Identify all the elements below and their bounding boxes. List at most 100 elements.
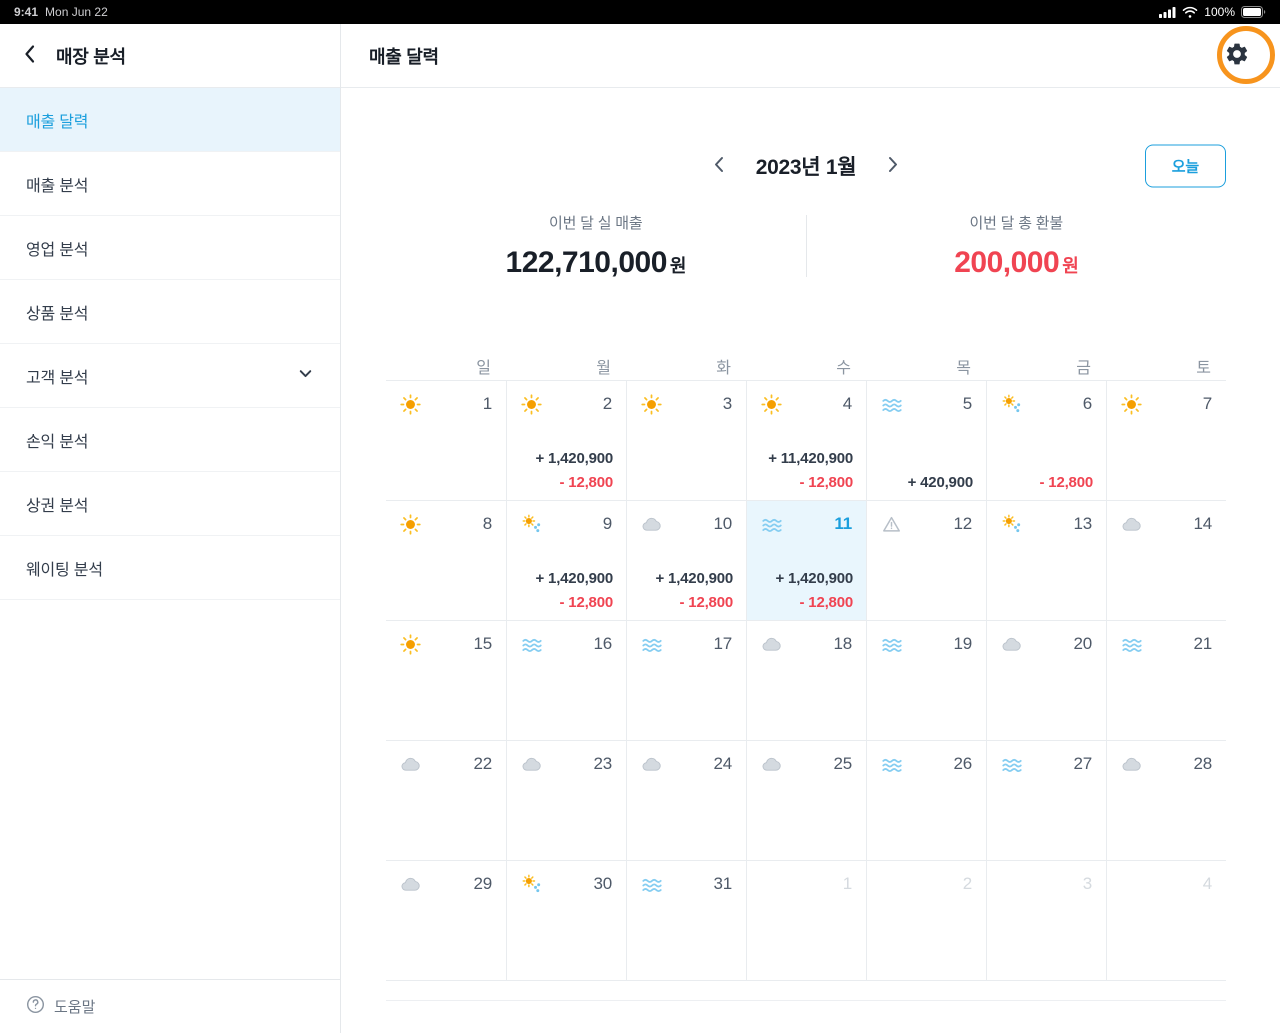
day-number: 21 bbox=[1193, 634, 1212, 653]
day-number: 16 bbox=[593, 634, 612, 653]
sidebar-item-label: 웨이팅 분석 bbox=[26, 561, 103, 579]
calendar-cell[interactable]: 10 + 1,420,900 - 12,800 bbox=[626, 501, 746, 621]
sidebar-item-label: 손익 분석 bbox=[26, 433, 89, 451]
month-toolbar: 2023년 1월 오늘 bbox=[386, 144, 1226, 188]
calendar-cell[interactable]: 3 bbox=[626, 381, 746, 501]
waves-icon bbox=[881, 394, 903, 416]
prev-month-button[interactable] bbox=[708, 150, 730, 182]
calendar-cell[interactable]: 12 bbox=[866, 501, 986, 621]
calendar-cell[interactable]: 23 bbox=[506, 741, 626, 861]
calendar-cell[interactable]: 14 bbox=[1106, 501, 1226, 621]
waves-icon bbox=[521, 634, 543, 656]
back-button[interactable] bbox=[22, 42, 38, 69]
calendar-cell[interactable]: 20 bbox=[986, 621, 1106, 741]
monthly-sales-stat: 이번 달 실 매출 122,710,000 원 bbox=[386, 212, 806, 280]
calendar-cell[interactable]: 1 bbox=[746, 861, 866, 981]
calendar-cell[interactable]: 1 bbox=[386, 381, 506, 501]
waves-icon bbox=[641, 634, 663, 656]
calendar-cell[interactable]: 30 bbox=[506, 861, 626, 981]
back-chevron-icon bbox=[24, 44, 36, 67]
cell-values: + 1,420,900 - 12,800 bbox=[536, 447, 614, 495]
calendar-cell[interactable]: 9 + 1,420,900 - 12,800 bbox=[506, 501, 626, 621]
sidebar-item-1[interactable]: 매출 분석 bbox=[0, 152, 340, 216]
sidebar-item-label: 영업 분석 bbox=[26, 241, 89, 259]
day-number: 13 bbox=[1073, 514, 1092, 533]
calendar-cell[interactable]: 19 bbox=[866, 621, 986, 741]
sidebar-item-5[interactable]: 손익 분석 bbox=[0, 408, 340, 472]
day-number: 31 bbox=[713, 874, 732, 893]
day-number: 1 bbox=[482, 394, 492, 413]
calendar-cell[interactable]: 3 bbox=[986, 861, 1106, 981]
calendar-cell[interactable]: 24 bbox=[626, 741, 746, 861]
calendar-cell[interactable]: 13 bbox=[986, 501, 1106, 621]
sidebar-item-0[interactable]: 매출 달력 bbox=[0, 88, 340, 152]
stats-divider bbox=[805, 215, 807, 277]
next-month-button[interactable] bbox=[882, 150, 904, 182]
sidebar-header: 매장 분석 bbox=[0, 24, 340, 88]
calendar-cell[interactable]: 2 + 1,420,900 - 12,800 bbox=[506, 381, 626, 501]
calendar-cell[interactable]: 22 bbox=[386, 741, 506, 861]
chevron-right-icon bbox=[888, 156, 898, 176]
cell-values: + 1,420,900 - 12,800 bbox=[776, 567, 854, 615]
month-label: 2023년 1월 bbox=[755, 156, 857, 179]
cloud-icon bbox=[1001, 634, 1022, 655]
weekday-5: 금 bbox=[1076, 360, 1091, 377]
cloud-icon bbox=[761, 754, 782, 775]
calendar-cell[interactable]: 25 bbox=[746, 741, 866, 861]
day-number: 29 bbox=[473, 874, 492, 893]
calendar-cell[interactable]: 4 + 11,420,900 - 12,800 bbox=[746, 381, 866, 501]
sidebar-item-7[interactable]: 웨이팅 분석 bbox=[0, 536, 340, 600]
calendar-cell[interactable]: 18 bbox=[746, 621, 866, 741]
sidebar-item-6[interactable]: 상권 분석 bbox=[0, 472, 340, 536]
calendar-cell[interactable]: 7 bbox=[1106, 381, 1226, 501]
calendar-grid: 1 2 + 1,420,900- 12,800 3 4 + 11,420,900- 12,… bbox=[386, 380, 1226, 981]
sun-rain-icon bbox=[521, 514, 542, 535]
calendar-cell[interactable]: 27 bbox=[986, 741, 1106, 861]
cell-values: + 1,420,900 - 12,800 bbox=[656, 567, 734, 615]
sidebar-item-3[interactable]: 상품 분석 bbox=[0, 280, 340, 344]
cloud-icon bbox=[400, 874, 421, 895]
battery-percent: 100% bbox=[1204, 5, 1235, 19]
help-icon bbox=[26, 995, 45, 1018]
waves-icon bbox=[881, 634, 903, 656]
sidebar-item-label: 매출 분석 bbox=[26, 177, 89, 195]
today-button[interactable]: 오늘 bbox=[1144, 144, 1226, 188]
weekday-1: 월 bbox=[596, 360, 611, 377]
help-button[interactable]: 도움말 bbox=[0, 979, 340, 1033]
calendar-cell[interactable]: 28 bbox=[1106, 741, 1226, 861]
cellular-signal-icon bbox=[1159, 6, 1176, 18]
day-number: 19 bbox=[953, 634, 972, 653]
calendar-cell[interactable]: 4 bbox=[1106, 861, 1226, 981]
calendar-cell[interactable]: 26 bbox=[866, 741, 986, 861]
weekday-4: 목 bbox=[956, 360, 971, 377]
calendar-cell[interactable]: 6 - 12,800 bbox=[986, 381, 1106, 501]
sun-icon bbox=[1121, 394, 1142, 415]
calendar-cell-today[interactable]: 11 + 1,420,900 - 12,800 bbox=[746, 501, 866, 621]
settings-button[interactable] bbox=[1222, 39, 1252, 72]
sun-icon bbox=[761, 394, 782, 415]
cell-values: - 12,800 bbox=[1040, 471, 1094, 495]
sidebar-item-2[interactable]: 영업 분석 bbox=[0, 216, 340, 280]
day-number: 5 bbox=[962, 394, 972, 413]
sidebar-item-label: 상품 분석 bbox=[26, 305, 89, 323]
calendar-cell[interactable]: 21 bbox=[1106, 621, 1226, 741]
calendar-cell[interactable]: 2 bbox=[866, 861, 986, 981]
calendar-cell[interactable]: 17 bbox=[626, 621, 746, 741]
sidebar-item-4[interactable]: 고객 분석 bbox=[0, 344, 340, 408]
calendar-cell[interactable]: 31 bbox=[626, 861, 746, 981]
calendar-cell[interactable]: 15 bbox=[386, 621, 506, 741]
sidebar-item-label: 매출 달력 bbox=[26, 113, 89, 131]
cell-values: + 420,900 bbox=[908, 471, 974, 495]
status-time: 9:41 bbox=[14, 5, 39, 19]
calendar-cell[interactable]: 8 bbox=[386, 501, 506, 621]
sun-icon bbox=[641, 394, 662, 415]
sales-amount: + 11,420,900 bbox=[768, 450, 853, 467]
calendar-cell[interactable]: 5 + 420,900 bbox=[866, 381, 986, 501]
calendar-cell[interactable]: 29 bbox=[386, 861, 506, 981]
monthly-summary: 이번 달 실 매출 122,710,000 원 이번 달 총 환불 200,000… bbox=[386, 212, 1226, 280]
main-panel: 매출 달력 2023년 1월 오늘 이번 달 실 매출 122,710,000 원… bbox=[341, 24, 1280, 1033]
calendar-cell[interactable]: 16 bbox=[506, 621, 626, 741]
day-number: 30 bbox=[593, 874, 612, 893]
calendar-bottom-divider bbox=[386, 981, 1226, 1001]
